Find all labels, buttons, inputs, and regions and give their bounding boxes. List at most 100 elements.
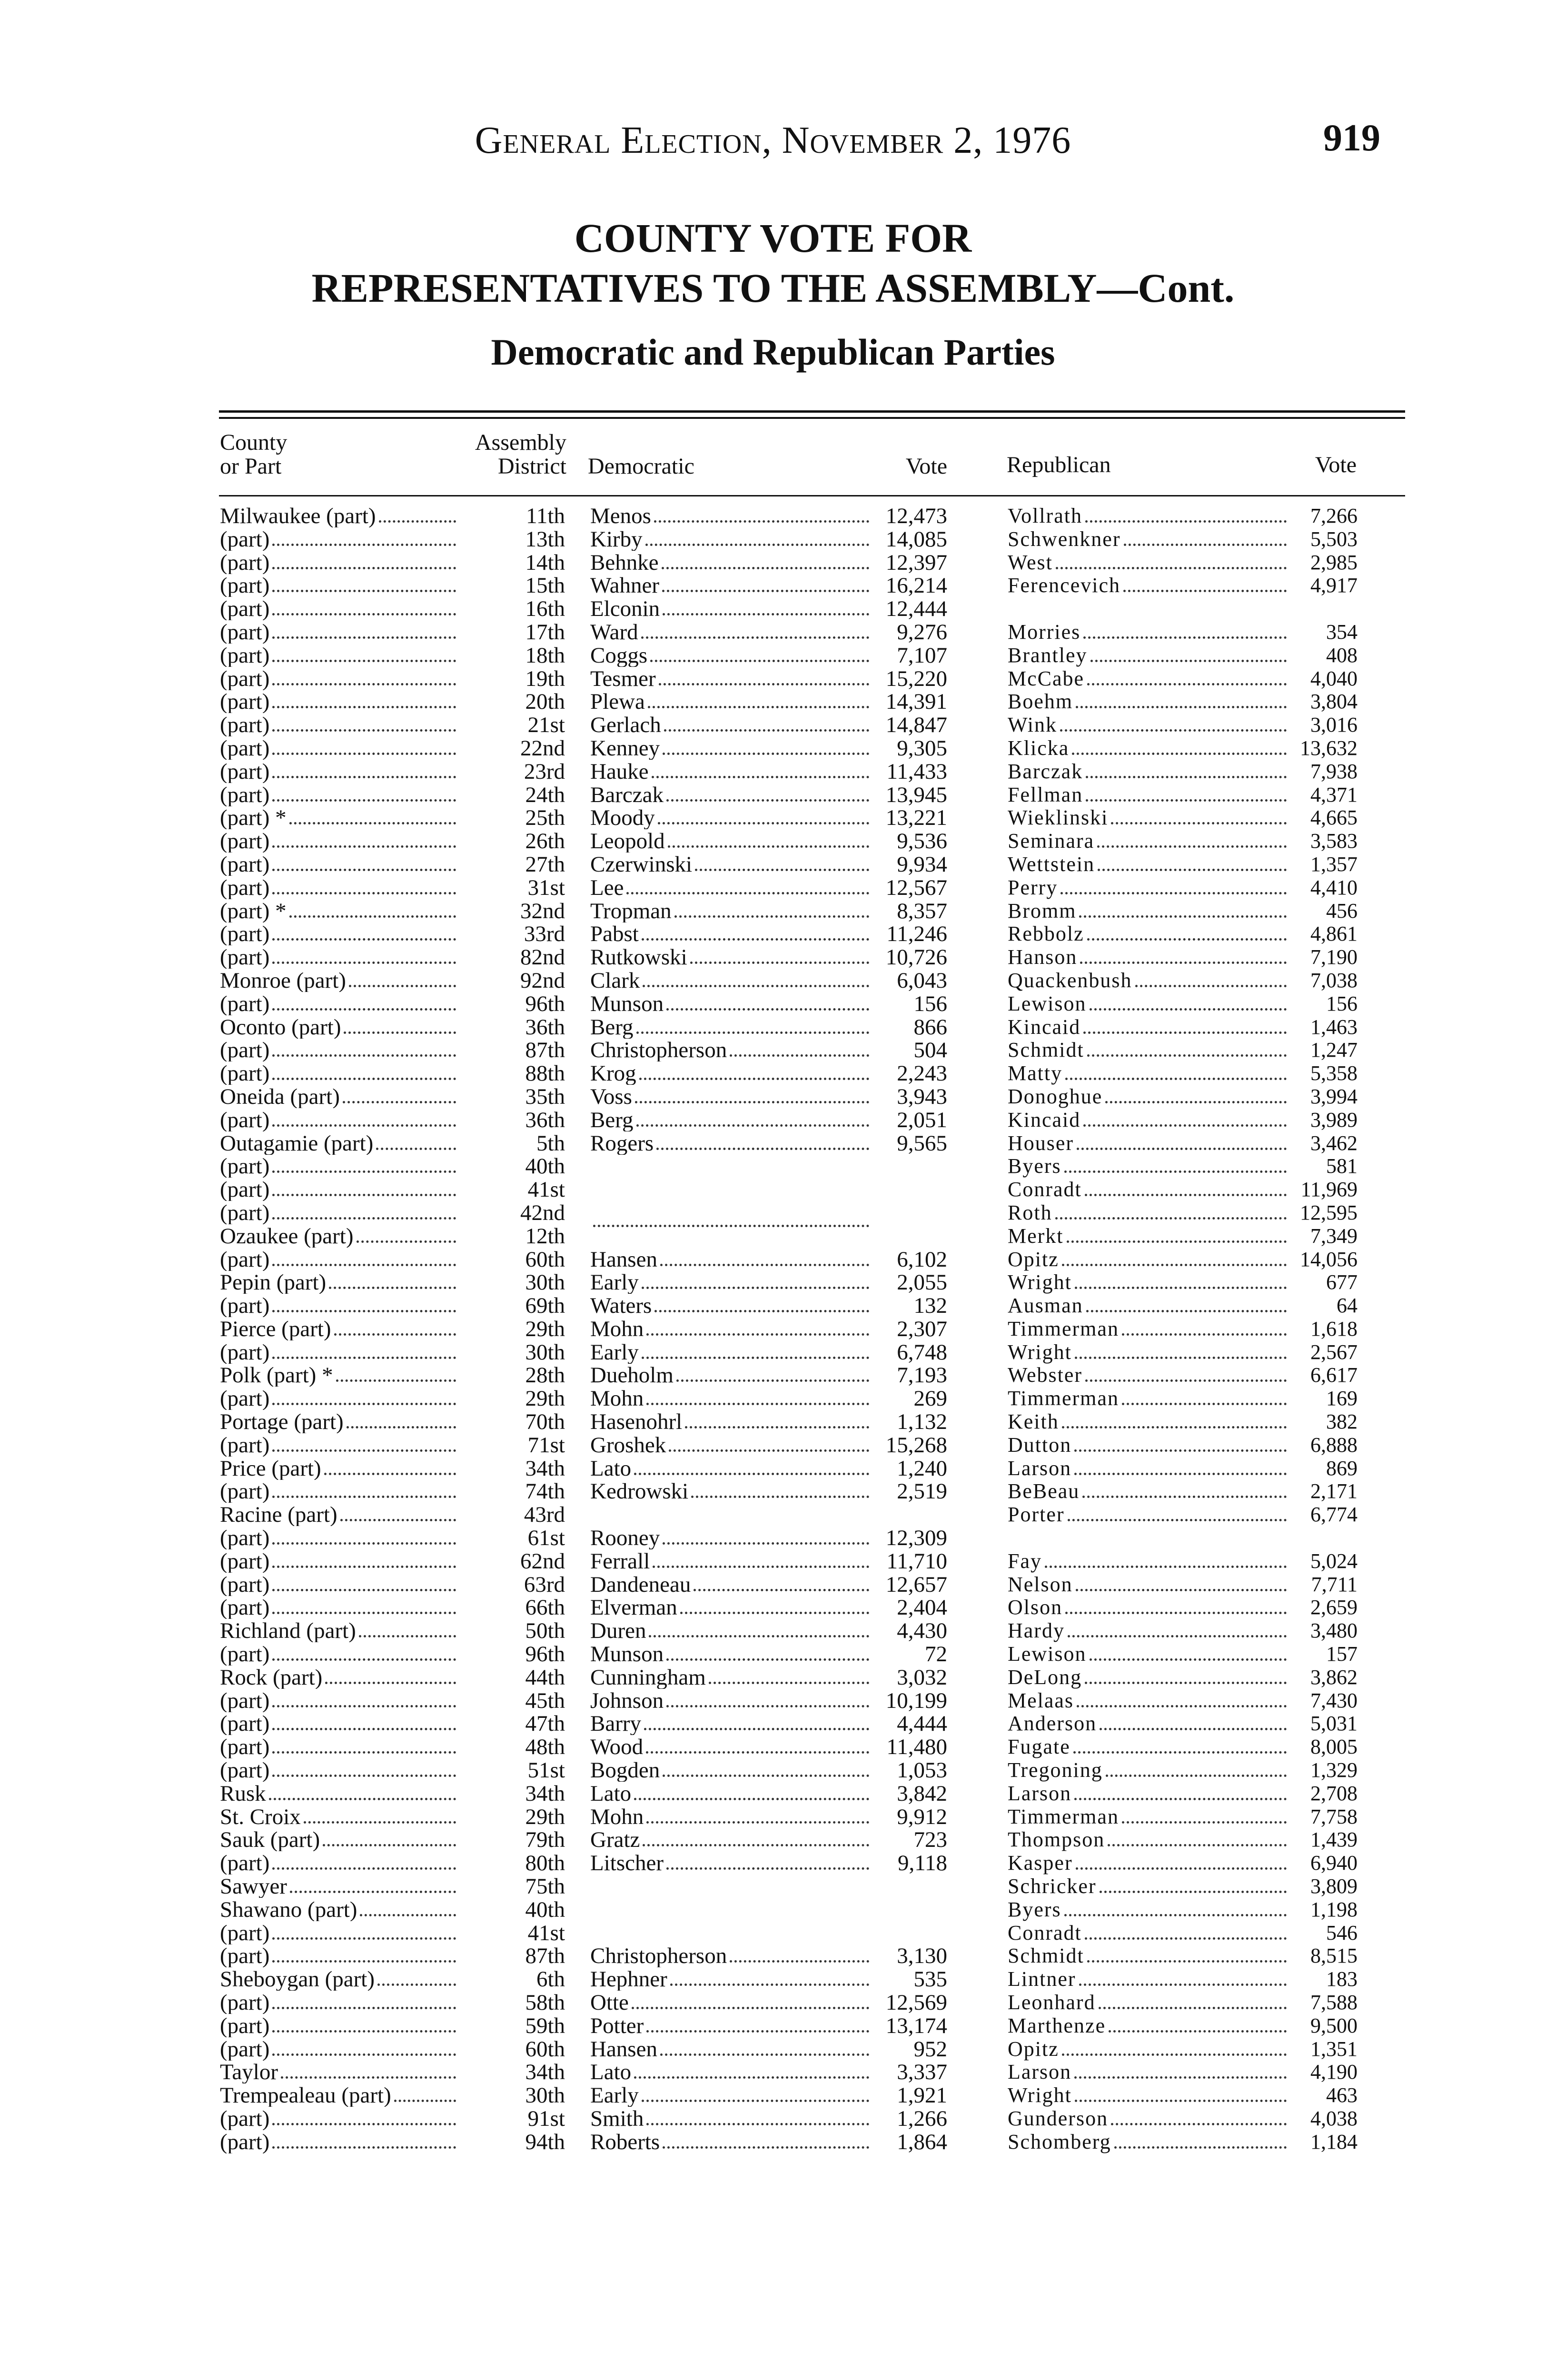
democratic-vote-cell: 535: [871, 1968, 948, 1991]
leader-dots: [663, 1542, 869, 1545]
table-row: Pepin (part) 30th Early 2,055 Wright 677: [220, 1271, 1362, 1294]
democratic-candidate-cell: Groshek: [590, 1434, 871, 1457]
republican-vote-cell: 4,861: [1286, 922, 1358, 945]
county-cell-text: Sheboygan (part): [220, 1968, 375, 1991]
table-row: Polk (part) * 28th Dueholm 7,193 Webster 6,61…: [220, 1364, 1362, 1387]
democratic-vote-cell-text: 2,055: [897, 1271, 947, 1294]
democratic-candidate-cell-text: Early: [590, 2084, 639, 2107]
county-cell: Rock (part): [220, 1666, 458, 1689]
district-cell: 42nd: [477, 1201, 565, 1224]
leader-dots: [1123, 543, 1287, 546]
table-row: (part) 45th Johnson 10,199 Melaas 7,430: [220, 1689, 1362, 1713]
leader-dots: [272, 892, 456, 894]
republican-candidate-cell: Wettstein: [1008, 853, 1288, 876]
district-cell-text: 40th: [525, 1898, 565, 1921]
leader-dots: [358, 1635, 456, 1638]
table-row: (part) 59th Potter 13,174 Marthenze 9,500: [220, 2014, 1362, 2038]
leader-dots: [1084, 1937, 1287, 1940]
democratic-candidate-cell: Hephner: [590, 1968, 871, 1991]
republican-vote-cell: 5,024: [1286, 1550, 1358, 1573]
leader-dots: [272, 1217, 456, 1220]
republican-candidate-cell-text: Fellman: [1008, 783, 1083, 806]
column-header-district-line2: District: [498, 454, 566, 479]
republican-vote-cell: 2,985: [1286, 551, 1358, 574]
republican-vote-cell-text: 13,632: [1300, 736, 1358, 760]
table-row: (part) 30th Early 6,748 Wright 2,567: [220, 1341, 1362, 1364]
republican-candidate-cell: Ferencevich: [1008, 574, 1288, 597]
table-row: Sawyer 75th Schricker 3,809: [220, 1875, 1362, 1898]
district-cell: 36th: [477, 1016, 565, 1039]
republican-candidate-cell: Timmerman: [1008, 1805, 1288, 1828]
republican-candidate-cell-text: Schmidt: [1008, 1039, 1084, 1062]
leader-dots: [1055, 566, 1287, 569]
democratic-candidate-cell-text: Roberts: [590, 2130, 660, 2153]
county-cell: (part): [220, 1550, 458, 1573]
county-cell: (part): [220, 760, 458, 783]
democratic-vote-cell-text: 6,043: [897, 969, 947, 992]
leader-dots: [289, 1891, 456, 1894]
republican-candidate-cell: Kasper: [1008, 1852, 1288, 1874]
republican-vote-cell-text: 546: [1326, 1921, 1358, 1944]
democratic-vote-cell: 12,569: [871, 1991, 947, 2014]
county-cell: Richland (part): [220, 1619, 458, 1642]
leader-dots: [378, 520, 456, 523]
republican-vote-cell: 12,595: [1286, 1201, 1358, 1224]
leader-dots: [634, 2076, 869, 2079]
democratic-candidate-cell: Potter: [590, 2014, 871, 2037]
county-cell-text: (part): [220, 667, 270, 690]
democratic-vote-cell-text: 12,309: [885, 1527, 947, 1550]
republican-vote-cell: 677: [1286, 1271, 1358, 1294]
county-cell: Shawano (part): [220, 1898, 458, 1921]
district-cell-text: 22nd: [520, 736, 565, 760]
county-cell-text: Sawyer: [220, 1875, 287, 1898]
leader-dots: [272, 613, 456, 616]
table-row: Trempealeau (part) 30th Early 1,921 Wright 46…: [220, 2084, 1362, 2107]
leader-dots: [272, 1356, 456, 1359]
democratic-candidate-cell: [590, 1224, 871, 1232]
leader-dots: [1077, 1147, 1287, 1150]
republican-candidate-cell-text: Lewison: [1008, 1643, 1087, 1666]
republican-vote-cell: 8,515: [1286, 1944, 1358, 1967]
district-cell: 22nd: [477, 737, 565, 760]
democratic-candidate-cell-text: Berg: [590, 1015, 634, 1039]
district-cell-text: 26th: [525, 830, 565, 853]
republican-vote-cell-text: 1,439: [1310, 1828, 1358, 1852]
leader-dots: [685, 1426, 869, 1429]
republican-vote-cell: 13,632: [1286, 737, 1358, 760]
republican-candidate-cell: Gunderson: [1008, 2107, 1288, 2130]
district-cell-text: 43rd: [524, 1503, 565, 1527]
democratic-vote-cell-text: 132: [913, 1294, 948, 1318]
county-cell: Oconto (part): [220, 1016, 458, 1039]
leader-dots: [268, 1797, 456, 1800]
democratic-vote-cell: 10,199: [871, 1689, 947, 1712]
district-cell: 62nd: [477, 1550, 565, 1573]
leader-dots: [1100, 1728, 1287, 1731]
republican-candidate-cell: Byers: [1008, 1898, 1288, 1921]
republican-vote-cell-text: 157: [1326, 1643, 1358, 1666]
republican-candidate-cell-text: Byers: [1008, 1898, 1061, 1921]
democratic-candidate-cell-text: Duren: [590, 1619, 646, 1643]
democratic-candidate-cell: Kirby: [590, 528, 871, 551]
democratic-vote-cell: 3,130: [871, 1944, 947, 1967]
republican-candidate-cell: Morries: [1008, 621, 1288, 644]
republican-candidate-cell-text: Brantley: [1008, 644, 1088, 667]
leader-dots: [663, 2146, 869, 2149]
leader-dots: [676, 1379, 869, 1382]
democratic-candidate-cell-text: Menos: [590, 505, 651, 527]
district-cell: 87th: [477, 1944, 565, 1967]
table-row: Ozaukee (part) 12th Merkt 7,349: [220, 1224, 1362, 1248]
county-cell-text: (part): [220, 2130, 270, 2153]
county-cell: Portage (part): [220, 1410, 458, 1433]
county-cell: Polk (part) *: [220, 1364, 458, 1387]
republican-vote-cell-text: 3,862: [1310, 1666, 1358, 1689]
republican-vote-cell: 4,040: [1286, 667, 1358, 690]
leader-dots: [1061, 1263, 1287, 1266]
page-number: 919: [1323, 117, 1380, 159]
democratic-vote-cell-text: 15,268: [885, 1433, 947, 1457]
democratic-candidate-cell: Moody: [590, 806, 871, 829]
district-cell-text: 31st: [527, 876, 565, 899]
table-row: (part) 27th Czerwinski 9,934 Wettstein 1,357: [220, 853, 1362, 876]
democratic-candidate-cell-text: Gerlach: [590, 714, 661, 737]
table-row: (part) 22nd Kenney 9,305 Klicka 13,632: [220, 737, 1362, 760]
leader-dots: [376, 1147, 456, 1150]
